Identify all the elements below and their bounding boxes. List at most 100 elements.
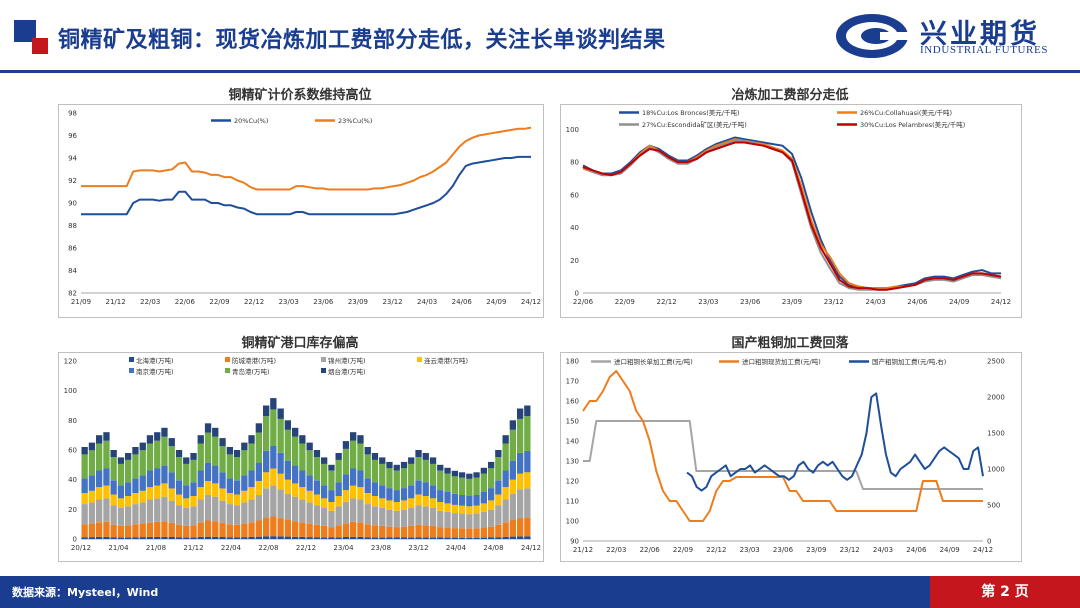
c3-bar-50-s3 [444,503,451,512]
c3-bar-31-s1 [306,523,313,538]
c1-y-tick-1: 84 [68,267,77,275]
c3-bar-42-s2 [386,509,393,527]
c2-y-tick-4: 80 [570,159,579,167]
c3-bar-54-s0 [473,537,480,539]
c3-y-tick-6: 120 [64,358,77,366]
c4-legend-label-0: 进口粗铜长单加工费(元/吨) [614,357,693,366]
c3-bar-7-s5 [132,454,139,479]
c3-bar-24-s3 [255,481,262,496]
c3-bar-27-s0 [277,536,284,539]
c3-bar-57-s1 [495,524,502,538]
c3-bar-3-s5 [103,440,110,469]
c2-y-tick-2: 40 [570,224,579,232]
c3-bar-6-s2 [125,506,132,526]
c3-bar-52-s0 [458,537,466,539]
c3-bar-8-s0 [139,537,146,539]
c1-y-tick-5: 92 [68,177,77,185]
c3-bar-15-s1 [190,525,197,538]
c3-bar-25-s4 [263,450,270,473]
c3-bar-21-s1 [233,524,241,538]
c3-bar-24-s4 [255,462,262,482]
c3-y-tick-3: 60 [68,447,77,455]
c3-bar-26-s1 [270,516,277,537]
c3-bar-58-s0 [502,536,509,539]
c3-y-tick-2: 40 [68,476,77,484]
c3-bar-20-s0 [226,537,233,539]
c3-bar-27-s3 [277,473,284,490]
c3-xtick-8: 23/08 [371,544,391,552]
c3-bar-40-s6 [371,453,379,460]
c3-legend-label-1: 防城港港(万吨) [232,356,276,365]
c3-bar-30-s3 [299,487,306,500]
c3-bar-8-s1 [139,523,146,538]
c3-bar-23-s3 [248,487,255,500]
c3-xtick-7: 23/04 [333,544,354,552]
c3-bar-12-s1 [168,522,175,537]
c3-bar-34-s4 [328,490,335,502]
c3-bar-27-s1 [277,518,284,537]
c3-bar-59-s6 [509,420,516,430]
c3-bar-56-s1 [488,526,495,538]
c3-bar-45-s0 [408,537,415,539]
c3-bar-22-s3 [241,490,248,503]
c3-bar-23-s1 [248,522,255,537]
c3-legend-label-5: 青岛港(万吨) [232,367,270,376]
c3-bar-49-s0 [437,537,444,539]
company-logo: 兴业期货 INDUSTRIAL FUTURES [834,8,1074,64]
c3-bar-54-s1 [473,528,480,538]
c3-bar-26-s3 [270,468,277,486]
c3-bar-28-s0 [284,536,291,539]
c3-bar-29-s4 [292,465,299,484]
c3-bar-16-s0 [197,536,204,539]
c3-legend-label-4: 南京港(万吨) [136,367,174,376]
c3-bar-11-s5 [161,436,168,466]
c3-bar-57-s4 [495,480,502,495]
c3-y-tick-5: 100 [64,387,77,395]
c1-xtick-13: 24/12 [521,298,541,306]
c3-bar-8-s5 [139,450,146,476]
c3-bar-32-s1 [313,524,321,538]
c3-bar-4-s3 [110,494,117,506]
c3-bar-9-s4 [146,470,154,488]
c3-bar-31-s3 [306,490,313,503]
c3-bar-18-s5 [212,436,219,466]
c3-bar-9-s6 [146,435,154,444]
c4-xtick-5: 23/03 [740,546,760,554]
c3-bar-13-s1 [175,524,183,538]
c1-xtick-1: 21/12 [106,298,126,306]
c3-bar-12-s4 [168,472,175,489]
c3-bar-18-s3 [212,483,219,497]
c3-xtick-9: 23/12 [408,544,428,552]
c3-bar-21-s6 [233,450,241,458]
c1-y-tick-2: 86 [68,245,77,253]
c3-bar-48-s4 [429,485,437,499]
c3-xtick-11: 24/08 [483,544,503,552]
c3-bar-56-s0 [488,537,495,539]
c3-bar-53-s5 [466,479,473,496]
c3-bar-10-s0 [154,536,161,539]
c3-bar-45-s4 [408,485,415,499]
c3-bar-61-s5 [524,416,531,451]
c3-bar-34-s0 [328,537,335,539]
c3-bar-58-s1 [502,522,509,537]
c3-bar-35-s5 [335,459,342,483]
c3-bar-33-s5 [321,463,328,486]
c3-bar-17-s6 [204,423,212,433]
c1-y-tick-7: 96 [68,132,77,140]
c4-xtick-11: 24/09 [940,546,960,554]
c3-bar-7-s2 [132,504,139,525]
c3-bar-5-s0 [117,537,125,539]
c1-series-0 [81,155,531,216]
c3-bar-38-s3 [357,487,364,500]
c3-bar-52-s5 [458,477,466,495]
c3-bar-17-s5 [204,432,212,463]
c3-bar-32-s4 [313,480,321,495]
c3-bar-21-s0 [233,537,241,539]
chart4-blister-fee: 90 100 110 120 130 140 150 160 170 180 0 500 1000 150… [560,352,1022,562]
c3-bar-21-s2 [233,505,241,525]
c3-bar-3-s4 [103,468,110,486]
c1-series-1 [81,126,532,191]
c2-xtick-7: 24/03 [866,298,886,306]
c3-bar-38-s5 [357,443,364,471]
c2-xtick-2: 22/12 [657,298,677,306]
